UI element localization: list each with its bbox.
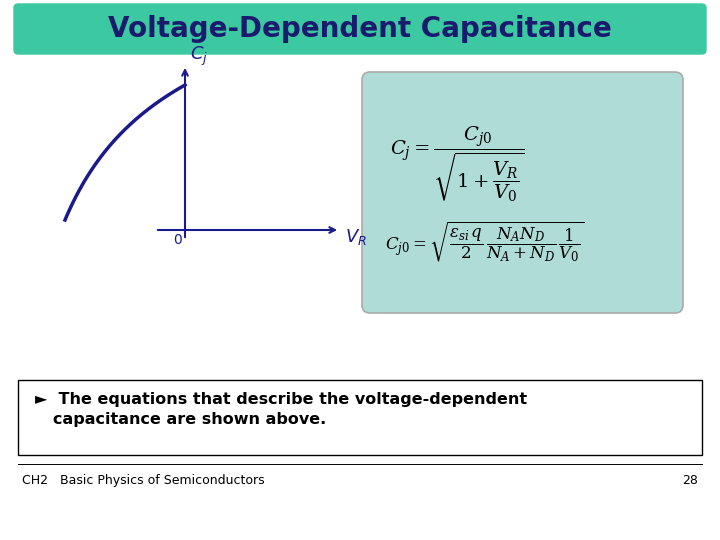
FancyBboxPatch shape [14,4,706,54]
Text: 28: 28 [682,474,698,487]
Text: $C_j = \dfrac{C_{j0}}{\sqrt{1+\dfrac{V_R}{V_0}}}$: $C_j = \dfrac{C_{j0}}{\sqrt{1+\dfrac{V_R… [390,125,525,204]
Text: Voltage-Dependent Capacitance: Voltage-Dependent Capacitance [108,15,612,43]
Text: $C_j$: $C_j$ [190,45,208,68]
FancyBboxPatch shape [18,380,702,455]
Text: $C_{j0} = \sqrt{\dfrac{\varepsilon_{si}\,q}{2}\,\dfrac{N_A N_D}{N_A + N_D}\,\dfr: $C_{j0} = \sqrt{\dfrac{\varepsilon_{si}\… [385,220,585,264]
FancyBboxPatch shape [362,72,683,313]
Text: 0: 0 [173,233,181,247]
Text: CH2   Basic Physics of Semiconductors: CH2 Basic Physics of Semiconductors [22,474,265,487]
Text: ►  The equations that describe the voltage-dependent: ► The equations that describe the voltag… [35,392,527,407]
Text: $V_R$: $V_R$ [345,227,367,247]
Text: capacitance are shown above.: capacitance are shown above. [53,412,326,427]
